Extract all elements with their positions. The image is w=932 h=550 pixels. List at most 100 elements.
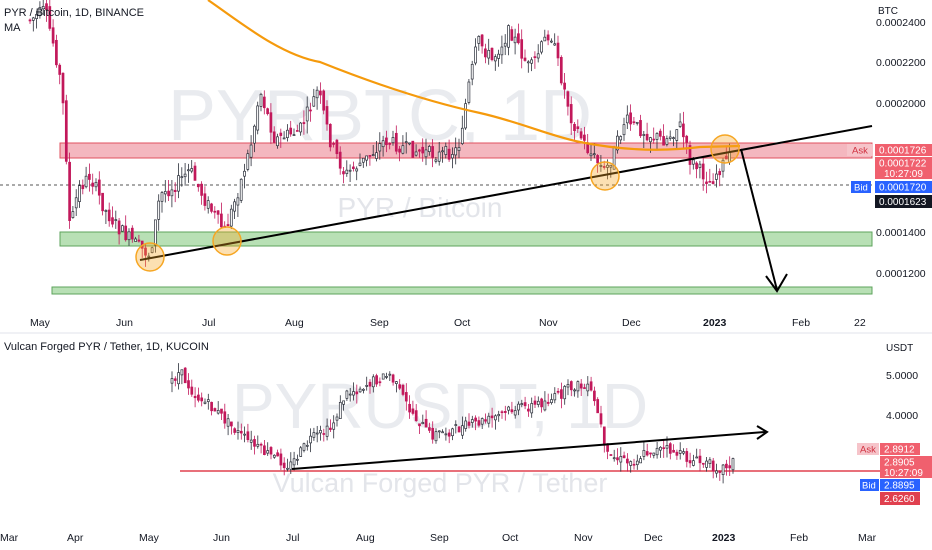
top-candle bbox=[553, 43, 557, 46]
top-time-axis[interactable]: May Jun Jul Aug Sep Oct Nov Dec 2023 Feb… bbox=[30, 317, 866, 329]
bottom-candle bbox=[503, 411, 507, 413]
top-time-tick: Feb bbox=[792, 317, 810, 329]
bottom-price-axis[interactable]: 5.0000 4.0000 bbox=[886, 370, 918, 422]
top-candle bbox=[685, 135, 689, 143]
bottom-candle bbox=[642, 450, 646, 457]
moving-average-line bbox=[207, 0, 741, 151]
bottom-time-axis[interactable]: Mar Apr May Jun Jul Aug Sep Oct Nov Dec … bbox=[0, 532, 877, 544]
bottom-candle bbox=[497, 414, 501, 417]
top-candle bbox=[576, 126, 580, 130]
top-candle bbox=[325, 106, 329, 125]
top-candle bbox=[378, 143, 382, 152]
top-candle bbox=[718, 171, 722, 176]
top-price-axis[interactable]: 0.0002400 0.0002200 0.0002000 0.0001400 … bbox=[876, 17, 926, 280]
top-candle bbox=[599, 164, 603, 167]
bottom-candle bbox=[329, 427, 332, 430]
top-candle bbox=[163, 191, 167, 195]
top-candle bbox=[678, 121, 682, 127]
top-candle bbox=[48, 6, 52, 29]
top-candle bbox=[130, 227, 134, 240]
top-candle bbox=[451, 154, 454, 159]
top-candle bbox=[342, 171, 345, 175]
bottom-candle bbox=[362, 388, 365, 391]
bottom-candle bbox=[474, 417, 477, 422]
top-candle bbox=[203, 193, 207, 206]
top-candle bbox=[335, 139, 339, 155]
top-price-tick: 0.0001200 bbox=[876, 268, 926, 280]
top-time-tick: Jun bbox=[116, 317, 133, 329]
bottom-price-tick: 4.0000 bbox=[886, 410, 918, 422]
bottom-candle bbox=[348, 393, 352, 396]
top-candle bbox=[437, 151, 441, 162]
bottom-candle bbox=[375, 375, 378, 385]
bottom-candle bbox=[586, 383, 590, 392]
top-candle bbox=[114, 219, 118, 221]
bottom-candle bbox=[276, 452, 279, 457]
top-candle bbox=[441, 150, 444, 153]
bottom-candle bbox=[573, 389, 576, 392]
bottom-candle bbox=[388, 373, 392, 376]
bottom-candle bbox=[216, 410, 220, 414]
top-candle bbox=[28, 19, 32, 22]
top-candle bbox=[41, 6, 45, 10]
bottom-chart-panel[interactable]: PYRUSDT, 1D Vulcan Forged PYR / Tether V… bbox=[0, 341, 932, 544]
bottom-currency-label: USDT bbox=[886, 343, 913, 354]
bottom-candle bbox=[662, 447, 666, 450]
top-candle bbox=[180, 176, 184, 179]
top-candle bbox=[550, 40, 553, 43]
bottom-candle bbox=[527, 408, 530, 412]
bottom-candle bbox=[230, 421, 233, 427]
top-candle bbox=[427, 146, 431, 152]
bottom-candle bbox=[718, 471, 722, 473]
bottom-candle bbox=[725, 463, 728, 469]
top-candle bbox=[711, 181, 715, 184]
bottom-candle bbox=[655, 447, 659, 456]
bottom-candle bbox=[672, 449, 675, 453]
top-time-tick: Aug bbox=[285, 317, 304, 329]
bottom-candle bbox=[645, 451, 649, 456]
bottom-time-tick: Nov bbox=[574, 532, 593, 544]
top-candle bbox=[629, 112, 632, 125]
bottom-candle bbox=[560, 389, 563, 399]
top-candle bbox=[507, 25, 510, 48]
top-candle bbox=[206, 200, 210, 209]
top-candle bbox=[583, 134, 586, 141]
bottom-candle bbox=[335, 416, 339, 421]
top-candle bbox=[444, 146, 448, 155]
top-candle bbox=[38, 7, 42, 17]
top-candle bbox=[167, 190, 170, 197]
top-candle bbox=[421, 146, 425, 154]
bottom-candle bbox=[322, 433, 326, 435]
top-candle bbox=[715, 173, 718, 180]
top-candle bbox=[246, 153, 250, 170]
bottom-candle bbox=[180, 369, 184, 376]
svg-text:Ask: Ask bbox=[852, 146, 868, 157]
top-candle bbox=[520, 39, 524, 59]
bottom-candle bbox=[579, 383, 583, 389]
top-chart-panel[interactable]: PYRBTC, 1D PYR / Bitcoin PYR / Bitcoin, … bbox=[0, 0, 932, 329]
support-zone-lower bbox=[51, 286, 873, 295]
bottom-time-tick: May bbox=[139, 532, 160, 544]
top-candle bbox=[474, 46, 477, 64]
top-candle bbox=[177, 175, 180, 192]
top-price-tick: 0.0002400 bbox=[876, 17, 926, 29]
top-candle bbox=[665, 138, 669, 145]
bottom-candle bbox=[279, 453, 283, 466]
top-candle bbox=[147, 255, 151, 258]
top-candle bbox=[596, 155, 599, 164]
top-candle bbox=[668, 136, 672, 139]
top-candle bbox=[338, 151, 342, 169]
bottom-ask-tag: Ask 2.8912 bbox=[857, 443, 920, 456]
bottom-trend-arrowhead bbox=[756, 425, 769, 440]
top-candle bbox=[573, 123, 576, 132]
support-zone-upper bbox=[59, 231, 873, 247]
bottom-time-tick: Apr bbox=[67, 532, 84, 544]
top-candle bbox=[31, 17, 35, 21]
top-candle bbox=[220, 213, 223, 228]
bottom-candle bbox=[659, 446, 662, 451]
top-candle bbox=[117, 220, 121, 235]
bottom-candle bbox=[477, 420, 481, 426]
top-candle bbox=[609, 164, 613, 168]
bottom-candle bbox=[226, 418, 230, 427]
